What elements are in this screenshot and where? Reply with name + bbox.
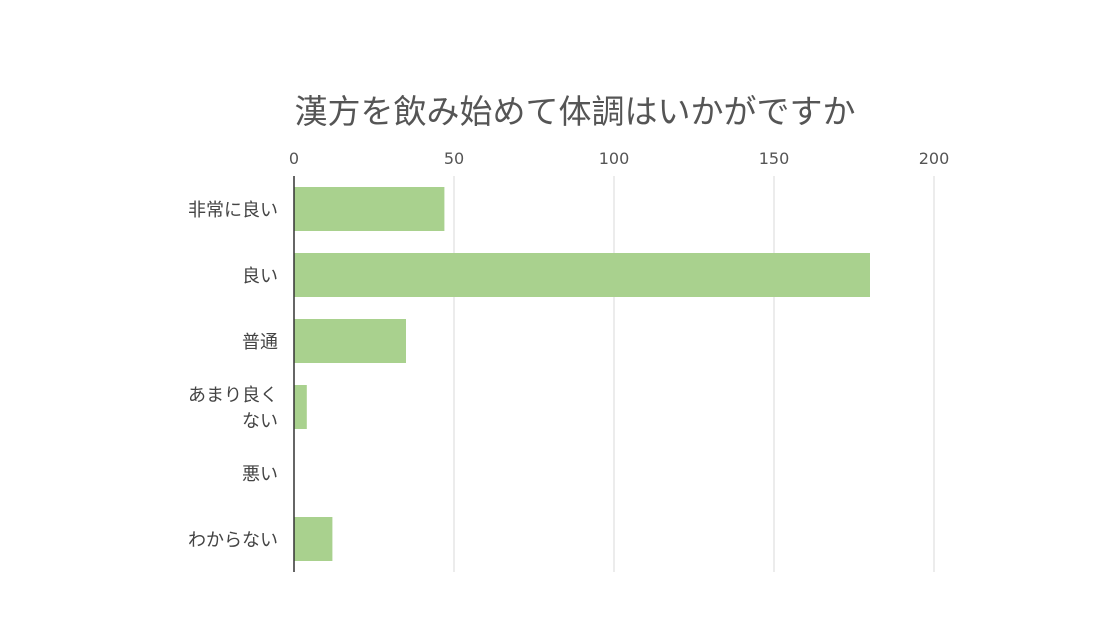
chart-title: 漢方を飲み始めて体調はいかがですか bbox=[295, 92, 856, 131]
x-tick-label: 0 bbox=[289, 149, 299, 168]
x-tick-label: 150 bbox=[759, 149, 790, 168]
category-label-line: わからない bbox=[188, 530, 278, 551]
x-tick-label: 100 bbox=[599, 149, 630, 168]
gridlines bbox=[453, 176, 935, 572]
category-label: 悪い bbox=[242, 464, 278, 485]
category-label-line: 良い bbox=[242, 266, 278, 287]
bars bbox=[294, 187, 870, 561]
category-label: わからない bbox=[188, 530, 278, 551]
category-label-line: 普通 bbox=[242, 332, 278, 353]
category-label: 普通 bbox=[242, 332, 278, 353]
category-label: あまり良くない bbox=[188, 385, 278, 432]
bar bbox=[294, 385, 307, 429]
bar bbox=[294, 253, 870, 297]
bar bbox=[294, 319, 406, 363]
bar bbox=[294, 517, 333, 561]
category-label-line: 悪い bbox=[242, 464, 278, 485]
category-label: 非常に良い bbox=[188, 200, 278, 221]
category-label-line: 非常に良い bbox=[188, 200, 278, 221]
category-label-line: あまり良く bbox=[188, 385, 278, 406]
category-label: 良い bbox=[242, 266, 278, 287]
x-tick-label: 50 bbox=[444, 149, 464, 168]
category-label-line: ない bbox=[242, 411, 278, 432]
x-tick-label: 200 bbox=[919, 149, 950, 168]
x-axis-ticks: 0 50 100 150 200 bbox=[289, 149, 949, 168]
bar bbox=[294, 187, 445, 231]
